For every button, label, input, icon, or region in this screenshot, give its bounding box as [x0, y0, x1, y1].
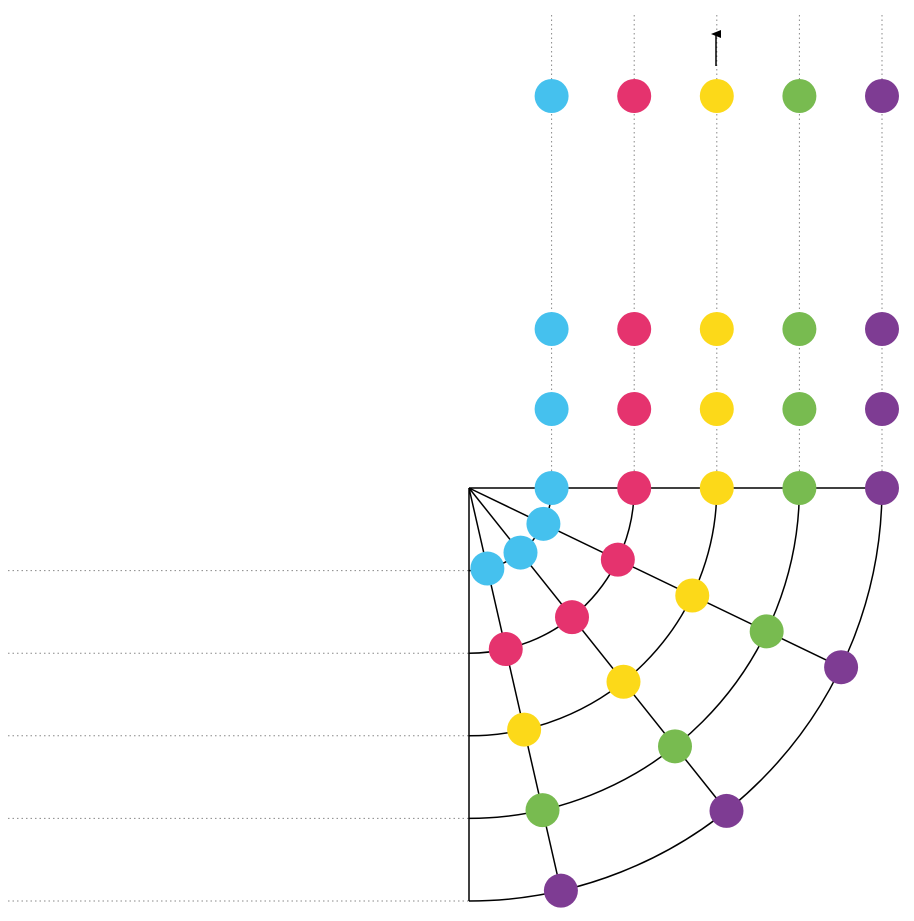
- dot: [503, 535, 538, 570]
- guide-lines: [8, 15, 883, 902]
- dot: [782, 312, 817, 346]
- radial-line: [468, 487, 842, 668]
- dot: [534, 312, 569, 346]
- dot: [865, 471, 899, 505]
- dot: [709, 793, 744, 828]
- arc: [468, 487, 718, 737]
- dot: [865, 392, 899, 426]
- dot: [865, 312, 899, 346]
- dot: [782, 392, 817, 426]
- dot: [699, 312, 734, 346]
- dot: [606, 664, 641, 699]
- dot: [699, 79, 734, 113]
- dot: [543, 873, 578, 908]
- dot: [488, 632, 523, 667]
- dot: [658, 729, 693, 764]
- dot: [617, 312, 652, 346]
- dot: [749, 614, 784, 649]
- dot: [675, 578, 710, 613]
- dot: [600, 542, 635, 577]
- dot: [534, 392, 569, 426]
- dot: [507, 712, 542, 747]
- dots: [470, 79, 899, 908]
- dot: [782, 79, 817, 113]
- dot: [699, 471, 734, 505]
- dot: [824, 650, 859, 685]
- dot: [534, 79, 569, 113]
- dot: [865, 79, 899, 113]
- dot: [617, 392, 652, 426]
- dot: [617, 471, 652, 505]
- dot: [699, 392, 734, 426]
- dot: [534, 471, 569, 505]
- dot: [470, 551, 505, 586]
- dot: [782, 471, 817, 505]
- dot: [555, 600, 590, 635]
- dot: [525, 793, 560, 828]
- dot: [526, 506, 561, 541]
- dot: [617, 79, 652, 113]
